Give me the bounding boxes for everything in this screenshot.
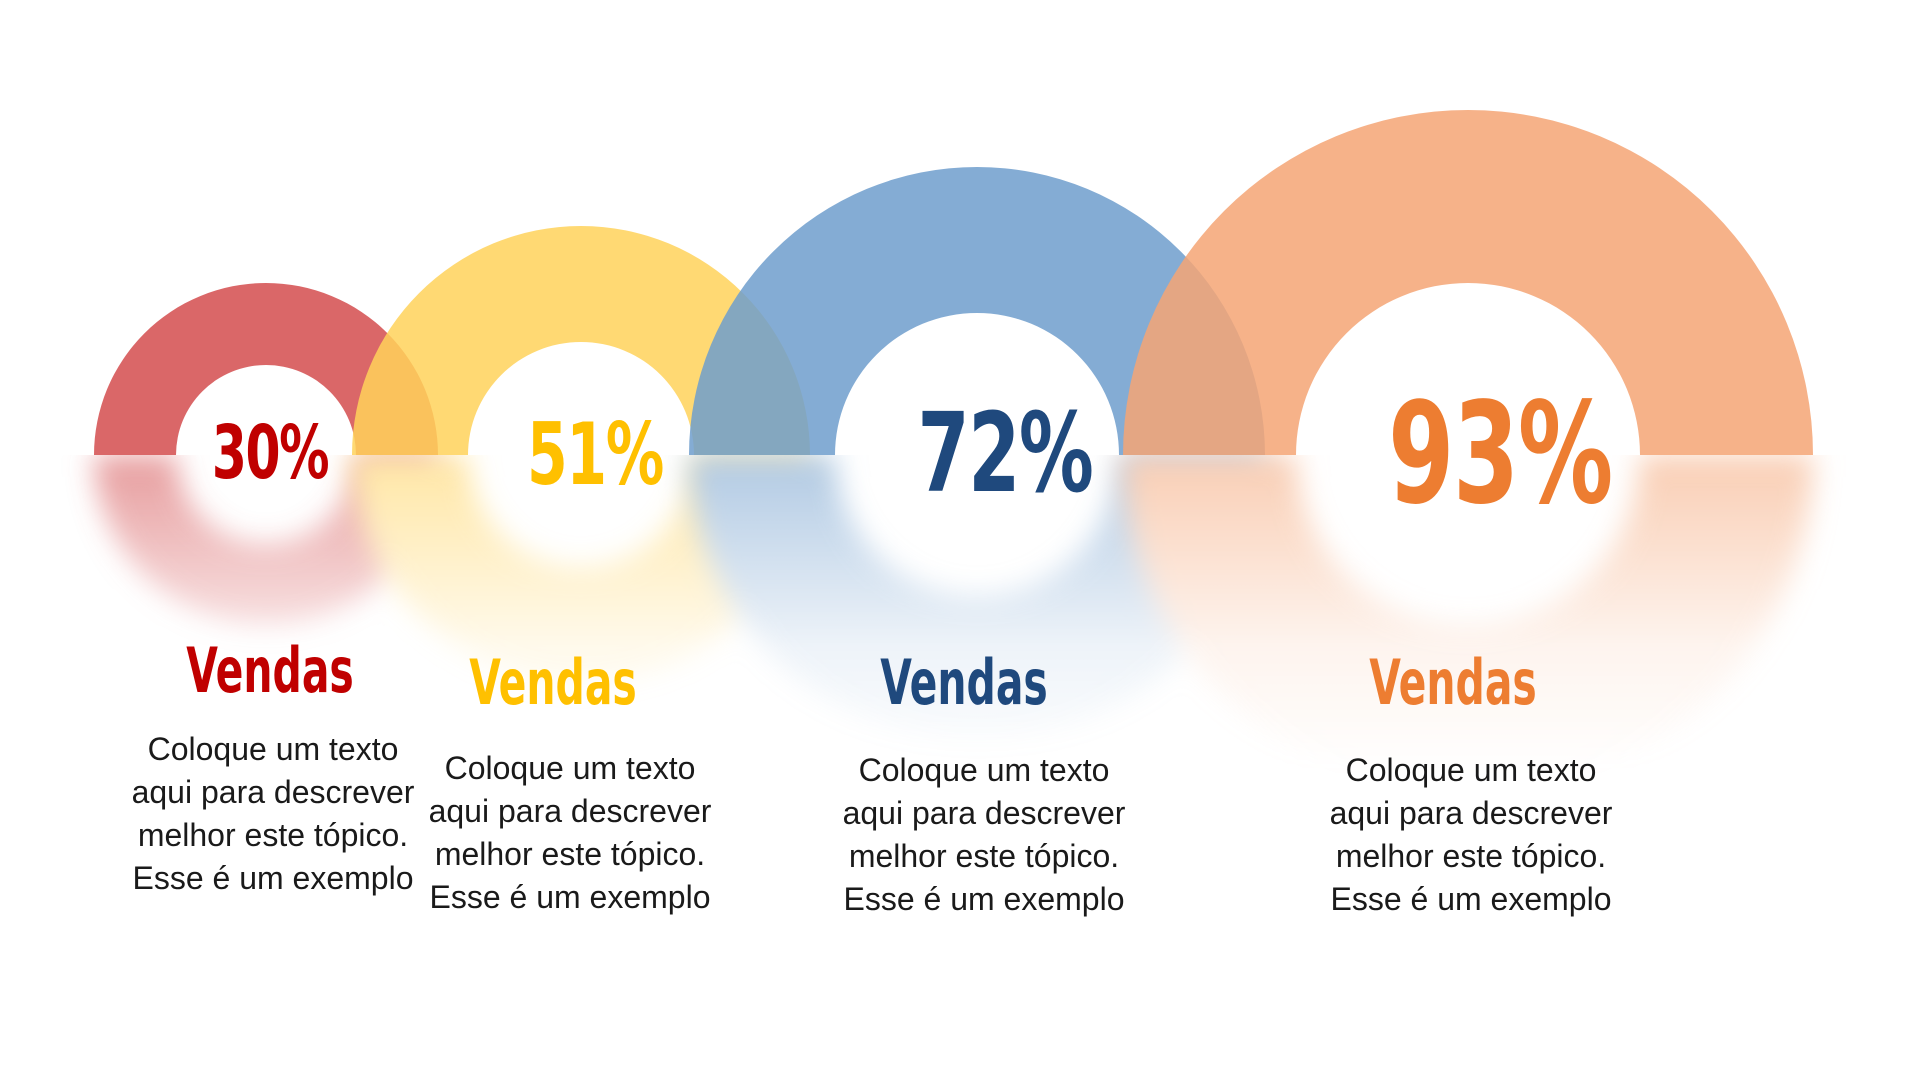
item-title-4: Vendas bbox=[1369, 646, 1537, 719]
item-title-2: Vendas bbox=[469, 646, 637, 719]
percent-label-2: 51% bbox=[527, 405, 664, 505]
arc-4 bbox=[1123, 110, 1813, 455]
arc-reflection-3 bbox=[689, 455, 1265, 743]
arc-1 bbox=[94, 283, 438, 455]
item-title-1: Vendas bbox=[186, 634, 354, 707]
arc-reflection-4 bbox=[1123, 455, 1813, 800]
percent-label-3: 72% bbox=[917, 389, 1094, 517]
item-title-3: Vendas bbox=[880, 646, 1048, 719]
item-description-2: Coloque um texto aqui para descrever mel… bbox=[428, 750, 712, 915]
percent-label-1: 30% bbox=[211, 410, 330, 496]
arc-3 bbox=[689, 167, 1265, 455]
item-description-3: Coloque um texto aqui para descrever mel… bbox=[842, 752, 1126, 917]
item-description-1: Coloque um texto aqui para descrever mel… bbox=[131, 731, 415, 896]
item-description-4: Coloque um texto aqui para descrever mel… bbox=[1329, 752, 1613, 917]
percent-label-4: 93% bbox=[1388, 373, 1613, 536]
arc-reflection-1 bbox=[94, 455, 438, 627]
